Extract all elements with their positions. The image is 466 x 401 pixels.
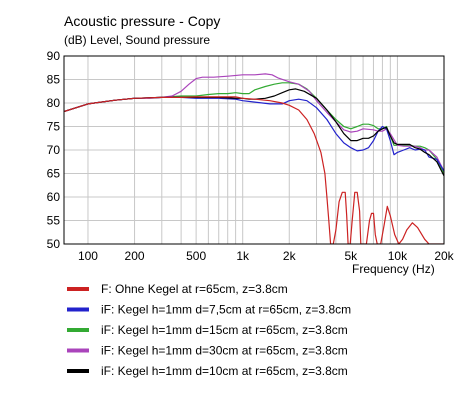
x-tick-label: 1k bbox=[236, 249, 250, 263]
legend-label: iF: Kegel h=1mm d=15cm at r=65cm, z=3.8c… bbox=[101, 323, 348, 337]
x-ticks: 100 200 500 1k 2k 5k 10k 20k bbox=[78, 249, 455, 263]
legend-swatch bbox=[67, 287, 89, 291]
y-axis-label: (dB) Level, Sound pressure bbox=[64, 33, 210, 47]
y-tick-label: 70 bbox=[47, 143, 61, 157]
y-tick-label: 55 bbox=[47, 214, 61, 228]
legend-label: iF: Kegel h=1mm d=30cm at r=65cm, z=3.8c… bbox=[101, 344, 348, 358]
plot-border bbox=[63, 55, 445, 245]
y-tick-label: 60 bbox=[47, 190, 61, 204]
y-ticks: 50 55 60 65 70 75 80 85 90 bbox=[47, 49, 61, 251]
grid bbox=[64, 56, 444, 244]
x-tick-label: 100 bbox=[78, 249, 98, 263]
y-tick-label: 90 bbox=[47, 49, 61, 63]
x-tick-label: 20k bbox=[434, 249, 454, 263]
y-tick-label: 85 bbox=[47, 73, 61, 87]
series-layer bbox=[64, 73, 444, 244]
x-tick-label: 200 bbox=[125, 249, 145, 263]
legend-swatch bbox=[67, 328, 89, 332]
legend: F: Ohne Kegel at r=65cm, z=3.8cm iF: Kege… bbox=[67, 282, 351, 378]
x-tick-label: 10k bbox=[388, 249, 408, 263]
x-tick-label: 2k bbox=[283, 249, 297, 263]
y-tick-label: 65 bbox=[47, 167, 61, 181]
series-line-0 bbox=[64, 96, 444, 244]
legend-label: F: Ohne Kegel at r=65cm, z=3.8cm bbox=[101, 282, 288, 296]
x-tick-label: 500 bbox=[186, 249, 206, 263]
series-line-1 bbox=[64, 96, 444, 172]
legend-swatch bbox=[67, 369, 89, 373]
y-tick-label: 80 bbox=[47, 96, 61, 110]
y-tick-label: 75 bbox=[47, 120, 61, 134]
x-tick-label: 5k bbox=[345, 249, 359, 263]
legend-swatch bbox=[67, 348, 89, 353]
y-tick-label: 50 bbox=[47, 237, 61, 251]
chart-title: Acoustic pressure - Copy bbox=[64, 13, 220, 29]
legend-label: iF: Kegel h=1mm d=10cm at r=65cm, z=3.8c… bbox=[101, 364, 348, 378]
legend-swatch bbox=[67, 307, 89, 312]
x-axis-label: Frequency (Hz) bbox=[352, 262, 435, 276]
legend-label: iF: Kegel h=1mm d=7,5cm at r=65cm, z=3.8… bbox=[101, 303, 351, 317]
